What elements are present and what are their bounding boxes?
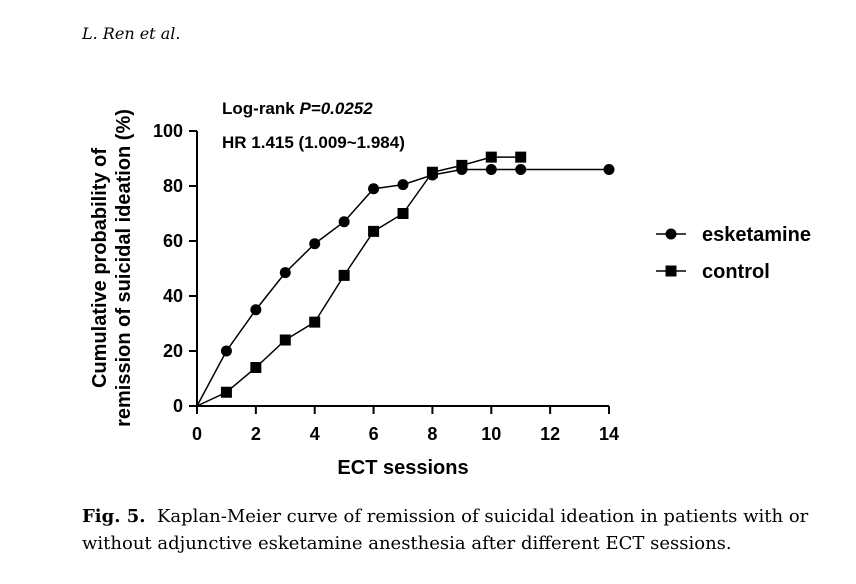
x-axis-title: ECT sessions xyxy=(337,457,468,479)
x-tick-label: 8 xyxy=(427,424,437,444)
data-point-control xyxy=(338,269,350,281)
legend-label: esketamine xyxy=(702,224,811,246)
data-point-esketamine xyxy=(250,304,262,316)
data-point-control xyxy=(220,386,232,398)
data-point-control xyxy=(397,208,409,219)
y-tick-label: 40 xyxy=(163,286,183,306)
y-tick-label: 80 xyxy=(163,176,183,196)
x-tick-label: 2 xyxy=(251,424,261,444)
y-axis-title-line: remission of suicidal ideation (%) xyxy=(113,109,135,427)
hr-annotation: HR 1.415 (1.009~1.984) xyxy=(222,133,405,152)
caption-label: Fig. 5. xyxy=(82,506,146,527)
legend-item-control: control xyxy=(656,261,770,283)
caption-text: Kaplan-Meier curve of remission of suici… xyxy=(82,506,809,554)
chart-series xyxy=(196,151,615,407)
data-point-esketamine xyxy=(397,179,409,191)
y-tick-label: 100 xyxy=(153,121,183,141)
data-point-esketamine xyxy=(338,216,350,228)
data-point-esketamine xyxy=(603,164,615,175)
km-chart: 0 2 4 6 8 10 12 14 0 20 40 60 80 100 ECT sessions Cumul… xyxy=(89,99,811,479)
data-point-control xyxy=(250,362,262,373)
data-point-control xyxy=(368,225,380,237)
data-point-esketamine xyxy=(279,267,291,279)
chart-axes: 0 2 4 6 8 10 12 14 0 20 40 60 80 100 ECT sessions Cumul… xyxy=(89,109,619,479)
data-point-esketamine xyxy=(309,238,321,250)
x-tick-label: 0 xyxy=(192,424,202,444)
data-point-control xyxy=(279,334,291,346)
x-tick-label: 4 xyxy=(310,424,320,444)
data-point-control xyxy=(309,316,321,328)
x-tick-label: 6 xyxy=(369,424,379,444)
y-axis-title-line: Cumulative probability of xyxy=(89,148,111,388)
figure-caption: Fig. 5. Kaplan-Meier curve of remission … xyxy=(82,503,842,557)
x-tick-label: 10 xyxy=(481,424,501,444)
data-point-control xyxy=(456,159,468,171)
legend-label: control xyxy=(702,261,770,283)
data-point-esketamine xyxy=(485,164,497,175)
data-point-esketamine xyxy=(368,183,380,195)
logrank-annotation: Log-rank P=0.0252 xyxy=(222,99,373,118)
data-point-control xyxy=(485,151,497,163)
data-point-control xyxy=(426,166,438,178)
legend-marker xyxy=(665,228,677,240)
y-tick-label: 0 xyxy=(173,396,183,416)
y-axis-title: Cumulative probability of remission of su… xyxy=(89,109,135,427)
legend-marker xyxy=(665,265,677,277)
data-point-control xyxy=(515,151,527,163)
data-point-esketamine xyxy=(220,345,232,357)
x-tick-label: 12 xyxy=(540,424,560,444)
y-tick-label: 60 xyxy=(163,231,183,251)
legend-item-esketamine: esketamine xyxy=(656,224,811,246)
x-tick-label: 14 xyxy=(599,424,619,444)
series-line-control xyxy=(196,156,521,407)
series-control xyxy=(196,151,527,407)
data-point-esketamine xyxy=(515,164,527,175)
running-head: L. Ren et al. xyxy=(82,24,181,43)
y-tick-label: 20 xyxy=(163,341,183,361)
chart-legend: esketamine control xyxy=(656,224,811,283)
